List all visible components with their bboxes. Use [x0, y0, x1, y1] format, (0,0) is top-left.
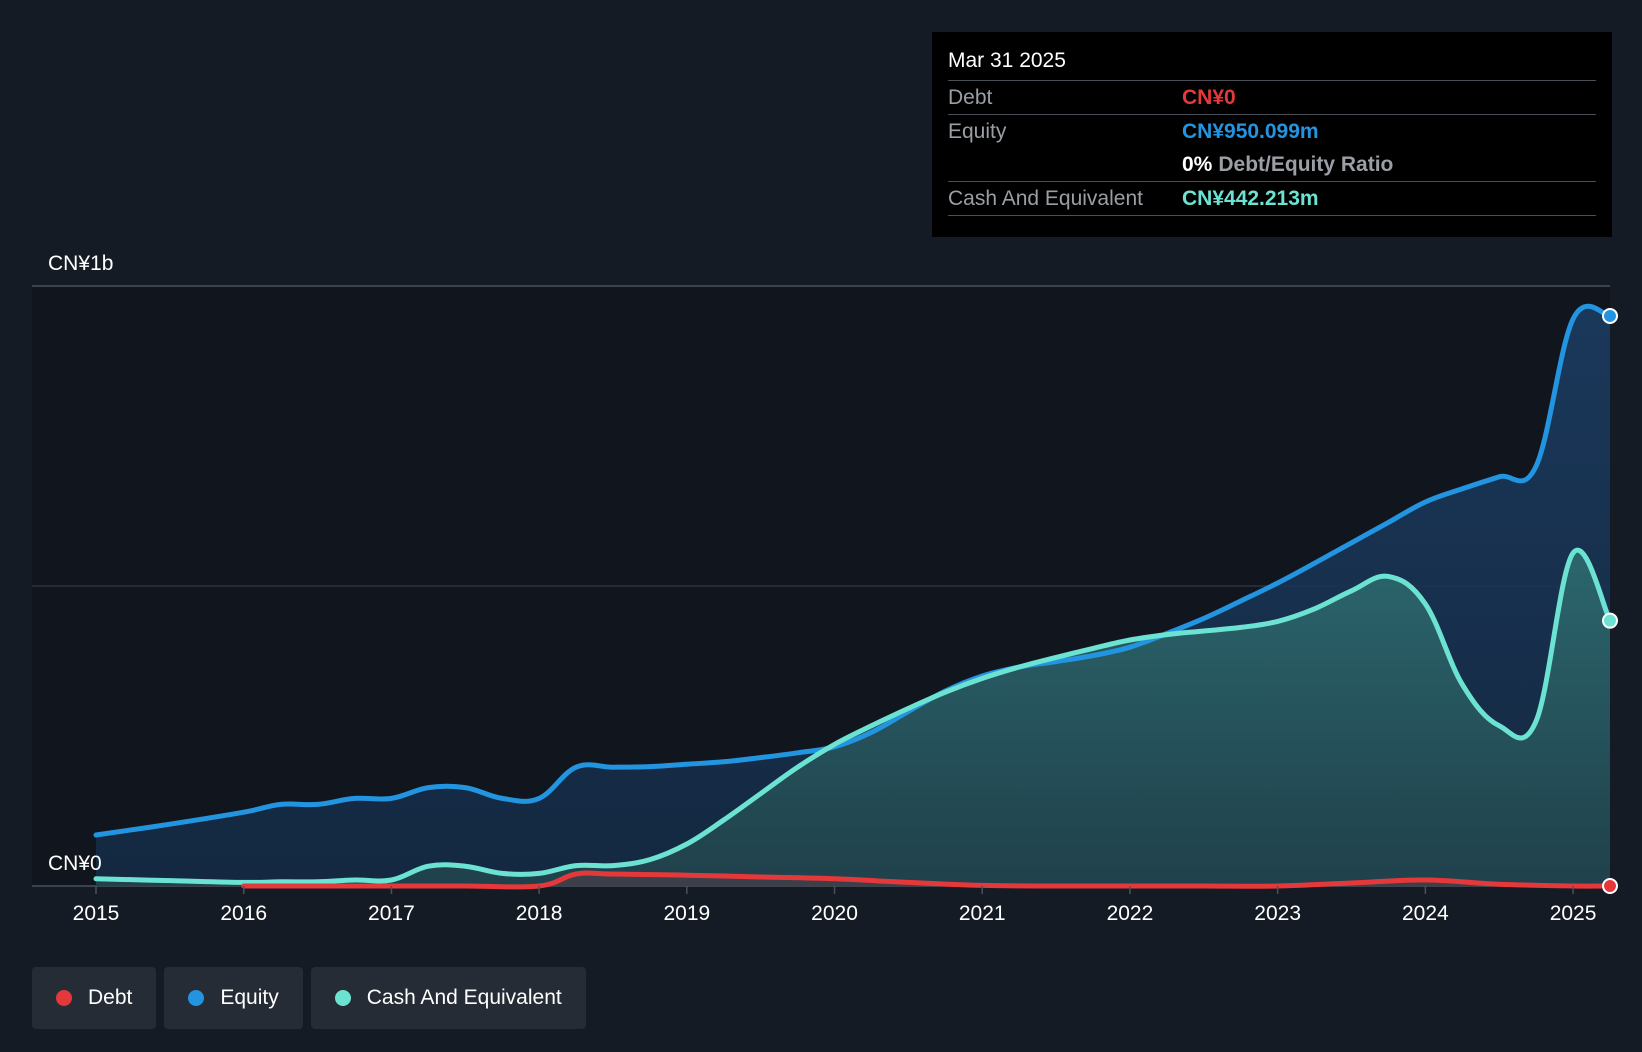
x-tick-2016: 2016 [220, 902, 267, 925]
x-tick-2018: 2018 [516, 902, 563, 925]
x-axis-ticks: 2015 2016 2017 2018 2019 2020 2021 2022 2023 2024… [73, 886, 1597, 925]
legend-label-debt: Debt [88, 986, 133, 1009]
tooltip-ratio-label: Debt/Equity Ratio [1218, 152, 1394, 176]
legend-dot-equity [188, 990, 205, 1006]
legend-item-cash[interactable]: Cash And Equivalent [310, 967, 586, 1029]
x-tick-2022: 2022 [1107, 902, 1154, 925]
line-equity [93, 303, 1613, 838]
x-tick-2021: 2021 [959, 902, 1006, 925]
line-cash-and-equivalent [93, 547, 1613, 885]
tooltip-date: Mar 31 2025 [948, 49, 1066, 72]
tooltip-row-equity: Equity CN¥950.099m [948, 114, 1596, 148]
data-tooltip: Mar 31 2025 Debt CN¥0 Equity CN¥950.099m… [932, 32, 1612, 237]
legend-label-cash: Cash And Equivalent [366, 986, 562, 1009]
tooltip-ratio-value: 0% [1182, 152, 1213, 176]
end-marker-equity[interactable] [1602, 307, 1618, 324]
area-cash-and-equivalent [96, 550, 1610, 886]
legend-item-debt[interactable]: Debt [32, 967, 157, 1029]
tooltip-equity-label: Equity [948, 119, 1007, 143]
x-tick-2025: 2025 [1550, 902, 1597, 925]
legend-dot-cash [334, 990, 351, 1006]
chart-legend: Debt Equity Cash And Equivalent [32, 967, 586, 1029]
x-tick-2019: 2019 [663, 902, 710, 925]
end-markers [1602, 307, 1618, 894]
line-debt [241, 870, 1613, 890]
end-marker-debt[interactable] [1602, 878, 1618, 894]
tooltip-row-cash: Cash And Equivalent CN¥442.213m [948, 181, 1596, 216]
tooltip-debt-label: Debt [948, 85, 993, 109]
tooltip-row-debt: Debt CN¥0 [948, 80, 1596, 114]
x-tick-2023: 2023 [1254, 902, 1301, 925]
tooltip-ratio: 0% Debt/Equity Ratio [1182, 153, 1393, 177]
area-debt [243, 872, 1611, 887]
tooltip-cash-value: CN¥442.213m [1182, 186, 1319, 210]
y-axis-bottom-label: CN¥0 [48, 852, 102, 875]
x-tick-2015: 2015 [73, 902, 120, 925]
tooltip-cash-label: Cash And Equivalent [948, 186, 1143, 210]
x-tick-2024: 2024 [1402, 902, 1449, 925]
tooltip-equity-value: CN¥950.099m [1182, 119, 1319, 143]
x-tick-2017: 2017 [368, 902, 415, 925]
series-areas [96, 306, 1611, 887]
end-marker-cash-and-equivalent[interactable] [1602, 612, 1618, 629]
legend-dot-debt [56, 990, 72, 1006]
legend-item-equity[interactable]: Equity [164, 967, 303, 1029]
tooltip-debt-value: CN¥0 [1182, 85, 1236, 109]
legend-label-equity: Equity [220, 986, 279, 1009]
y-axis-top-label: CN¥1b [48, 252, 113, 275]
series-lines [93, 303, 1613, 890]
tooltip-row-ratio: 0% Debt/Equity Ratio [948, 148, 1596, 181]
x-tick-2020: 2020 [811, 902, 858, 925]
